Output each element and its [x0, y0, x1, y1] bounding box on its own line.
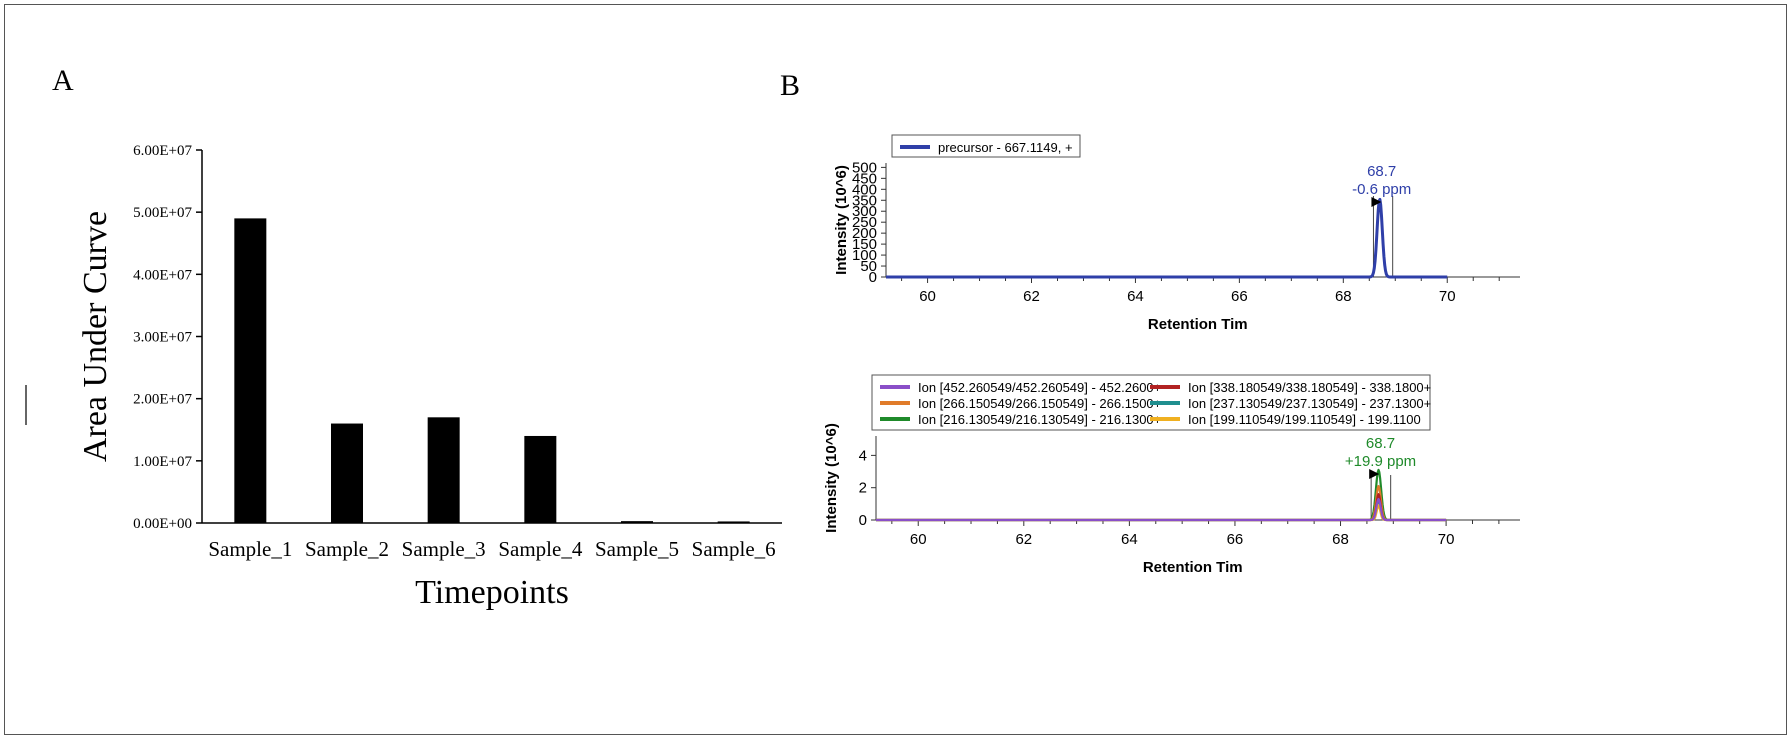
bar-chart-x-tick-label: Sample_4 [498, 537, 582, 561]
bar-chart-x-ticks: Sample_1 Sample_2 Sample_3 Sample_4 Sample_5… [208, 537, 775, 561]
legend-entry-label: Ion [266.150549/266.150549] - 266.1500+ [918, 396, 1161, 411]
y-tick-label: 500 [852, 159, 877, 176]
y-tick-label: 150 [852, 236, 877, 253]
y-tick-label: 200 [852, 225, 877, 242]
ion-x-label: Retention Tim [1143, 559, 1243, 576]
bar-chart-y-tick-label: 5.00E+07 [133, 205, 192, 221]
legend-entry-label: precursor - 667.1149, + [938, 140, 1073, 155]
y-tick-label: 400 [852, 181, 877, 198]
panel-label-a: A [52, 64, 74, 97]
chromatogram-trace [875, 499, 1447, 522]
legend-box [891, 134, 1081, 158]
ion-peak-annotation: 68.7+19.9 ppm [1345, 435, 1416, 479]
y-tick-label: 0 [859, 512, 867, 529]
y-tick-label: 300 [852, 203, 877, 220]
x-tick-label: 64 [1121, 531, 1138, 548]
ion-chart-series [875, 468, 1447, 522]
y-tick-label: 350 [852, 192, 877, 209]
y-tick-label: 100 [852, 247, 877, 264]
bar [331, 423, 363, 523]
y-tick-label: 250 [852, 214, 877, 231]
x-tick-label: 68 [1335, 288, 1352, 305]
precursor-peak-annotation: 68.7-0.6 ppm [1352, 163, 1411, 207]
boundary-arrow-icon [1369, 469, 1380, 479]
bar-chart-x-tick-label: Sample_6 [692, 537, 776, 561]
bar-chart-x-tick-label: Sample_2 [305, 537, 389, 561]
bar-chart-x-tick-label: Sample_5 [595, 537, 679, 561]
precursor-chart-series [885, 197, 1448, 279]
bar-chart-x-tick-label: Sample_3 [402, 537, 486, 561]
x-tick-label: 70 [1439, 288, 1456, 305]
bar-chart-bars [234, 218, 750, 523]
bar-chart-x-label: Timepoints [415, 574, 569, 611]
bar [234, 218, 267, 523]
peak-rt-label: 68.7 [1367, 163, 1396, 180]
bar-chart-y-tick-label: 3.00E+07 [133, 330, 192, 346]
bar [717, 521, 750, 523]
bar-chart-axes [201, 150, 782, 524]
bar-chart-y-tick-label: 6.00E+07 [133, 143, 192, 159]
ion-y-label: Intensity (10^6) [823, 423, 840, 533]
chromatogram-trace [875, 497, 1447, 522]
bar [621, 521, 653, 523]
x-tick-label: 70 [1438, 531, 1455, 548]
y-tick-label: 0 [869, 269, 877, 286]
x-tick-label: 60 [910, 531, 927, 548]
ion-chart-axes: 60 62 64 66 68 70 0 2 4 [859, 436, 1520, 548]
legend-entry-label: Ion [199.110549/199.110549] - 199.1100 [1188, 412, 1421, 427]
x-tick-label: 66 [1231, 288, 1248, 305]
boundary-arrow-icon [1371, 197, 1382, 207]
bar [427, 417, 460, 523]
legend-entry-label: Ion [237.130549/237.130549] - 237.1300+ [1188, 396, 1431, 411]
y-tick-label: 2 [859, 480, 867, 497]
x-tick-label: 66 [1227, 531, 1244, 548]
legend-entry-label: Ion [216.130549/216.130549] - 216.1300+ [918, 412, 1161, 427]
y-tick-label: 450 [852, 170, 877, 187]
peak-ppm-label: +19.9 ppm [1345, 453, 1416, 470]
chromatogram-trace [875, 504, 1447, 522]
chromatogram-trace [885, 197, 1448, 279]
x-tick-label: 60 [919, 288, 936, 305]
legend-entry-label: Ion [452.260549/452.260549] - 452.2600+ [918, 380, 1161, 395]
ion-legend: Ion [452.260549/452.260549] - 452.2600+ I… [871, 374, 1431, 431]
chromatogram-trace [875, 468, 1447, 522]
y-tick-label: 4 [859, 447, 867, 464]
precursor-chart-axes: 60 62 64 66 68 70 0501001502002503003504004505… [852, 159, 1520, 305]
chromatogram-trace [875, 484, 1447, 522]
bar-chart-y-tick-label: 4.00E+07 [133, 267, 192, 283]
bar-chart-x-tick-label: Sample_1 [208, 537, 292, 561]
chromatogram-trace [875, 493, 1447, 522]
bar-chart-y-label: Area Under Curve [77, 211, 114, 462]
bar [524, 435, 557, 523]
bar-chart-y-tick-label: 2.00E+07 [133, 392, 192, 408]
x-tick-label: 64 [1127, 288, 1144, 305]
bar-chart-y-tick-label: 1.00E+07 [133, 454, 192, 470]
precursor-y-label: Intensity (10^6) [833, 165, 850, 275]
panel-label-b: B [780, 69, 800, 102]
bar-chart-y-ticks: 0.00E+00 1.00E+07 2.00E+07 3.00E+07 4.00E+07… [133, 143, 202, 532]
peak-rt-label: 68.7 [1366, 435, 1395, 452]
x-tick-label: 68 [1332, 531, 1349, 548]
legend-entry-label: Ion [338.180549/338.180549] - 338.1800+ [1188, 380, 1431, 395]
precursor-x-label: Retention Tim [1148, 316, 1248, 333]
bar-chart-y-tick-label: 0.00E+00 [133, 516, 192, 532]
precursor-legend: precursor - 667.1149, + [891, 134, 1081, 158]
x-tick-label: 62 [1023, 288, 1040, 305]
figure-border [4, 4, 1787, 735]
peak-ppm-label: -0.6 ppm [1352, 181, 1411, 198]
x-tick-label: 62 [1015, 531, 1032, 548]
y-tick-label: 50 [860, 258, 877, 275]
